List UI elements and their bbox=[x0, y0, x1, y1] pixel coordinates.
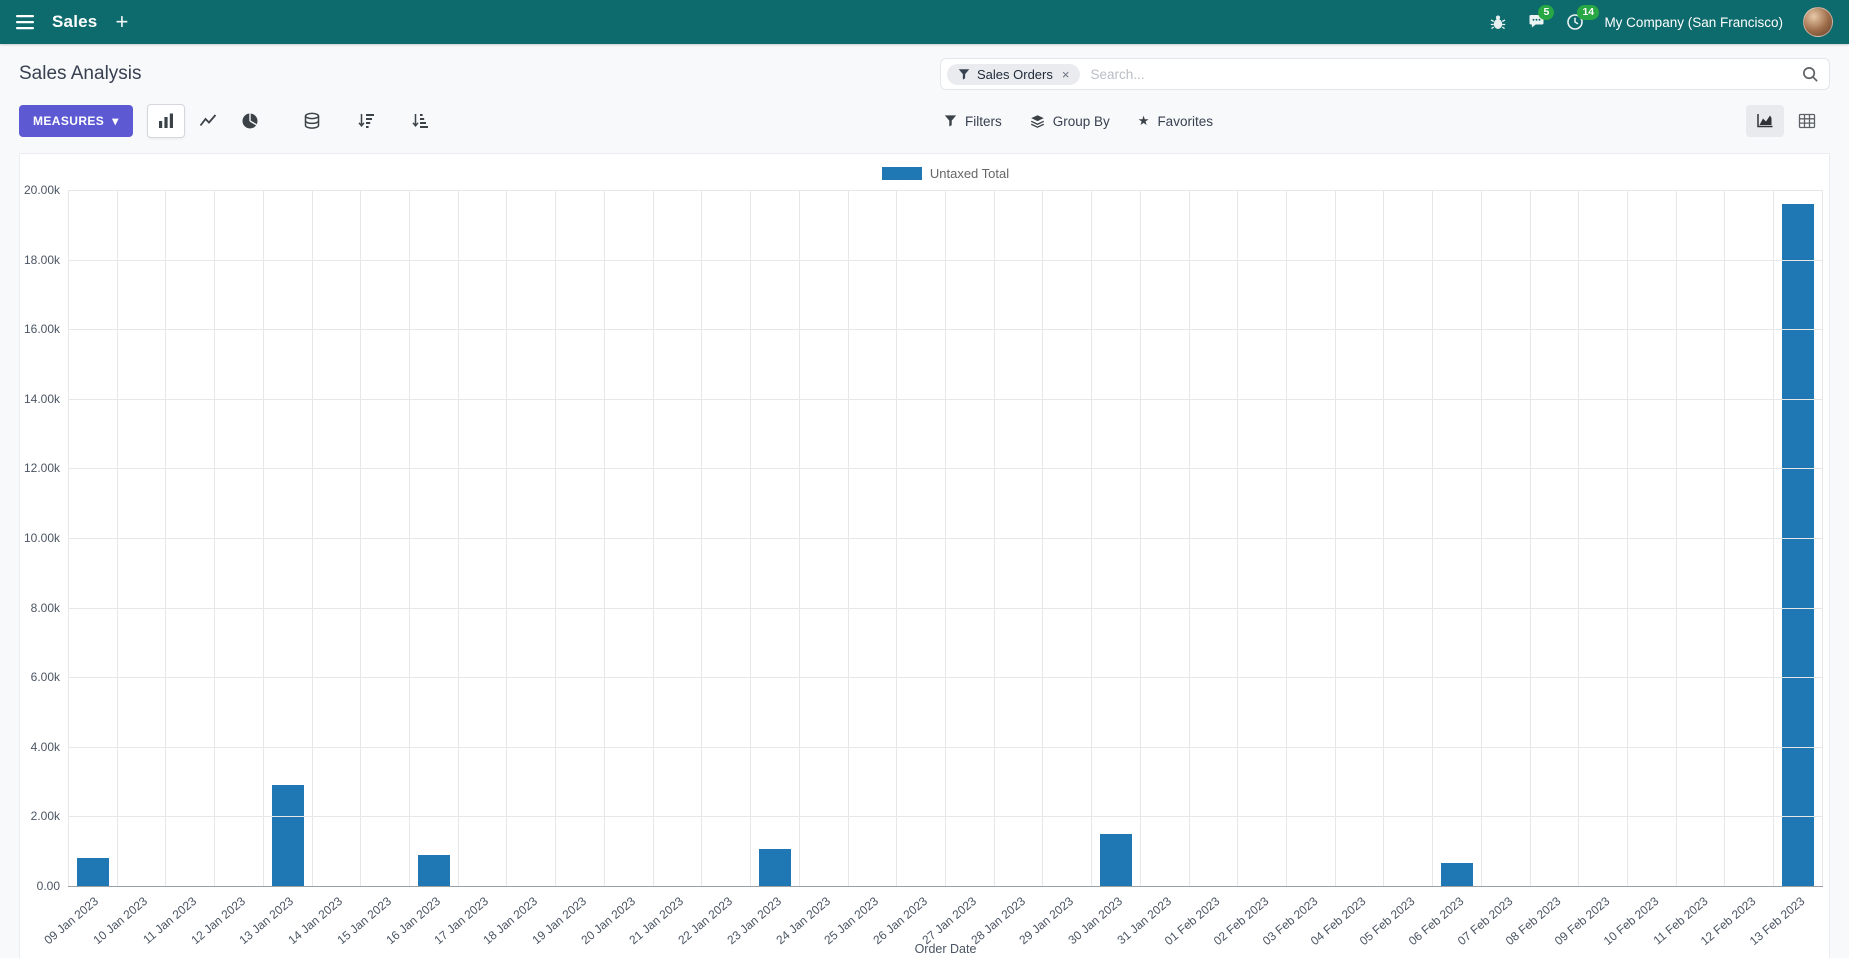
bar-13-feb-2023[interactable] bbox=[1781, 203, 1815, 886]
search-options-bar: Filters Group By ★ Favorites bbox=[940, 105, 1830, 137]
favorites-label: Favorites bbox=[1157, 113, 1213, 129]
y-tick-label: 16.00k bbox=[23, 322, 60, 337]
app-name[interactable]: Sales bbox=[52, 12, 98, 31]
company-selector[interactable]: My Company (San Francisco) bbox=[1604, 14, 1783, 30]
plot-area bbox=[68, 190, 1823, 887]
y-tick-label: 6.00k bbox=[30, 670, 60, 685]
pivot-view-button[interactable] bbox=[1788, 105, 1826, 137]
stacked-toggle-button[interactable] bbox=[293, 104, 331, 138]
y-tick-label: 12.00k bbox=[23, 461, 60, 476]
bar-chart-button[interactable] bbox=[146, 104, 185, 138]
filter-funnel-icon bbox=[958, 68, 970, 80]
h-gridline bbox=[68, 677, 1823, 679]
bar-23-jan-2023[interactable] bbox=[758, 849, 792, 886]
y-tick-label: 14.00k bbox=[23, 391, 60, 406]
legend-swatch bbox=[881, 167, 922, 180]
graph-view-button[interactable] bbox=[1746, 105, 1784, 137]
filter-funnel-icon bbox=[944, 115, 957, 127]
h-gridline bbox=[68, 329, 1823, 331]
group-by-button[interactable]: Group By bbox=[1030, 113, 1110, 129]
group-by-label: Group By bbox=[1052, 113, 1110, 129]
measures-button[interactable]: Measures ▾ bbox=[19, 105, 133, 137]
h-gridline bbox=[68, 607, 1823, 609]
x-axis-title: Order Date bbox=[914, 942, 977, 956]
search-bar[interactable]: Sales Orders × bbox=[940, 58, 1830, 90]
view-switcher bbox=[1746, 105, 1826, 137]
y-axis: 20.00k 18.00k 16.00k 14.00k 12.00k 10.00k 8.00… bbox=[20, 183, 68, 893]
navbar-left: Sales + bbox=[16, 11, 128, 33]
activities-clock-icon[interactable]: 14 bbox=[1566, 5, 1600, 31]
layers-icon bbox=[1030, 114, 1044, 128]
search-facet[interactable]: Sales Orders × bbox=[947, 63, 1081, 85]
bar-06-feb-2023[interactable] bbox=[1440, 863, 1474, 886]
y-tick-label: 2.00k bbox=[30, 809, 60, 824]
facet-close-icon[interactable]: × bbox=[1061, 66, 1070, 82]
hamburger-menu-icon[interactable] bbox=[16, 14, 34, 30]
chevron-down-icon: ▾ bbox=[112, 114, 119, 128]
search-input[interactable] bbox=[1090, 66, 1792, 82]
sort-descending-button[interactable] bbox=[347, 104, 385, 138]
y-tick-label: 0.00 bbox=[36, 879, 60, 893]
h-gridline bbox=[68, 816, 1823, 818]
chart-type-switcher bbox=[146, 104, 269, 138]
h-gridline bbox=[68, 746, 1823, 748]
chart-tools bbox=[293, 104, 439, 138]
h-gridline bbox=[68, 398, 1823, 400]
measures-label: Measures bbox=[33, 114, 105, 128]
pie-chart-button[interactable] bbox=[231, 104, 269, 138]
sort-ascending-button[interactable] bbox=[401, 104, 439, 138]
page-title: Sales Analysis bbox=[19, 63, 142, 84]
chart-legend[interactable]: Untaxed Total bbox=[68, 166, 1823, 181]
chart-area: Untaxed Total 20.00k 18.00k 16.00k 14.00k 12… bbox=[19, 153, 1830, 958]
bar-16-jan-2023[interactable] bbox=[417, 854, 451, 886]
systray: 5 14 My Company (San Francisco) bbox=[1489, 5, 1833, 37]
bar-30-jan-2023[interactable] bbox=[1099, 833, 1133, 886]
messages-icon[interactable]: 5 bbox=[1527, 5, 1555, 31]
bar-13-jan-2023[interactable] bbox=[271, 785, 304, 886]
filters-button[interactable]: Filters bbox=[944, 113, 1002, 129]
y-tick-label: 18.00k bbox=[23, 252, 60, 267]
h-gridline bbox=[68, 468, 1823, 470]
line-chart-button[interactable] bbox=[189, 104, 227, 138]
h-gridline bbox=[68, 538, 1823, 539]
filters-label: Filters bbox=[965, 113, 1002, 129]
search-facet-label: Sales Orders bbox=[977, 66, 1053, 82]
y-tick-label: 8.00k bbox=[30, 600, 60, 615]
y-tick-label: 4.00k bbox=[30, 739, 60, 754]
messages-badge: 5 bbox=[1538, 5, 1555, 21]
activities-badge: 14 bbox=[1577, 5, 1600, 21]
favorites-button[interactable]: ★ Favorites bbox=[1138, 113, 1213, 129]
user-avatar[interactable] bbox=[1803, 7, 1833, 37]
add-icon[interactable]: + bbox=[115, 9, 129, 34]
top-navbar: Sales + 5 14 My Company (San Francisco) bbox=[0, 0, 1849, 44]
h-gridline bbox=[68, 259, 1823, 261]
star-icon: ★ bbox=[1137, 113, 1150, 128]
legend-label: Untaxed Total bbox=[929, 166, 1010, 181]
control-panel: Sales Analysis Sales Orders × Measures ▾ bbox=[0, 44, 1849, 138]
y-tick-label: 20.00k bbox=[23, 183, 60, 197]
y-tick-label: 10.00k bbox=[23, 531, 60, 545]
h-gridline bbox=[68, 190, 1823, 191]
x-axis: 09 Jan 2023 10 Jan 2023 11 Jan 2023 12 Jan … bbox=[42, 886, 1823, 948]
bar-09-jan-2023[interactable] bbox=[76, 858, 110, 886]
h-gridline bbox=[68, 886, 1823, 887]
bug-icon[interactable] bbox=[1489, 13, 1507, 31]
search-icon[interactable] bbox=[1802, 66, 1819, 83]
